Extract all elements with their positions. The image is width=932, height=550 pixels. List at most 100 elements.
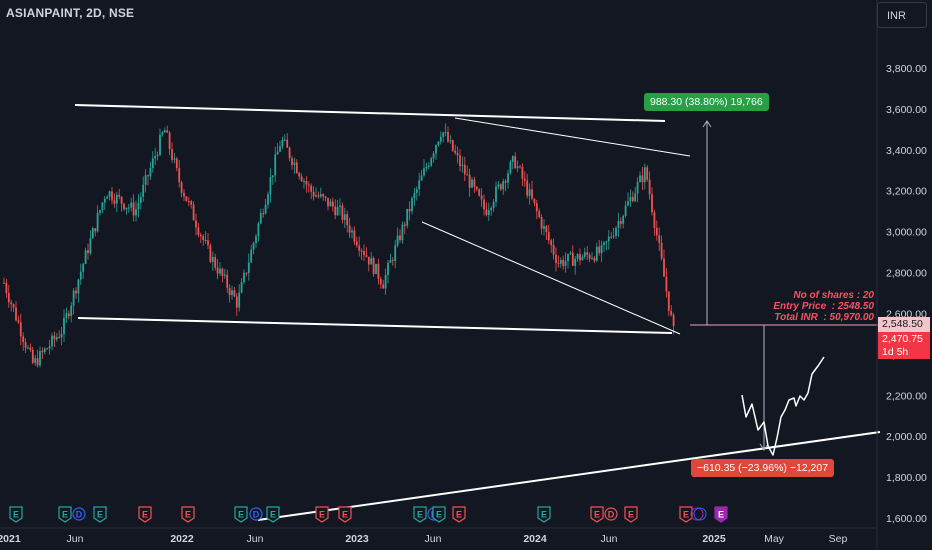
- candle-body: [509, 161, 512, 174]
- earnings-marker[interactable]: E: [338, 506, 352, 523]
- projection-path[interactable]: [741, 356, 825, 456]
- dividend-marker[interactable]: D: [72, 507, 86, 521]
- lower-inner-trendline[interactable]: [421, 221, 681, 335]
- misc-event-icon[interactable]: [693, 507, 707, 521]
- candle-body: [228, 287, 231, 296]
- upper-inner-trendline[interactable]: [454, 117, 691, 157]
- candle-body: [132, 202, 135, 216]
- candle-body: [22, 336, 25, 343]
- earnings-marker[interactable]: E: [138, 506, 152, 523]
- earnings-marker[interactable]: E: [58, 506, 72, 523]
- svg-text:E: E: [238, 510, 244, 520]
- candle-body: [567, 253, 569, 262]
- currency-selector[interactable]: INR: [877, 2, 927, 28]
- stop-arrow-head: [759, 443, 769, 451]
- candle-body: [223, 274, 226, 276]
- candle-body: [315, 195, 317, 197]
- candle-body: [487, 210, 490, 215]
- earnings-marker[interactable]: E: [93, 506, 107, 523]
- candle-body: [622, 215, 625, 224]
- trendline-drawings[interactable]: [74, 104, 881, 521]
- candle-body: [665, 276, 668, 292]
- candle-body: [389, 260, 392, 263]
- earnings-marker[interactable]: E: [537, 506, 551, 523]
- target-label[interactable]: 988.30 (38.80%) 19,766: [644, 93, 769, 111]
- earnings-marker[interactable]: E: [679, 506, 693, 523]
- candle-body: [327, 197, 329, 207]
- candle-body: [185, 196, 188, 202]
- earnings-marker[interactable]: E: [234, 506, 248, 523]
- candle-body: [34, 358, 37, 363]
- earnings-marker[interactable]: E: [452, 506, 466, 523]
- event-markers[interactable]: EEDEEEEDEEEEDEEEEDEEE: [9, 506, 728, 523]
- candle-body: [259, 213, 262, 224]
- candle-body: [612, 235, 615, 237]
- entry-price-tag: 2,548.50: [878, 317, 930, 332]
- earnings-marker[interactable]: E: [590, 506, 604, 523]
- candle-body: [634, 193, 637, 202]
- candle-body: [137, 202, 140, 210]
- candle-body: [339, 205, 341, 208]
- candle-body: [478, 189, 481, 196]
- dividend-marker[interactable]: D: [604, 507, 618, 521]
- svg-text:E: E: [62, 510, 68, 520]
- svg-text:D: D: [76, 510, 83, 520]
- candle-body: [82, 263, 85, 272]
- earnings-marker[interactable]: E: [9, 506, 23, 523]
- candle-body: [295, 162, 298, 174]
- symbol-title[interactable]: ASIANPAINT, 2D, NSE: [6, 6, 135, 20]
- earnings-marker[interactable]: E: [624, 506, 638, 523]
- candle-body: [303, 181, 305, 183]
- candle-body: [432, 153, 435, 159]
- earnings-marker[interactable]: E: [714, 506, 728, 523]
- axes: [0, 0, 878, 550]
- candle-body: [490, 207, 493, 211]
- candle-body: [367, 256, 370, 265]
- candle-body: [447, 132, 449, 142]
- shares-label: No of shares : 20: [793, 290, 874, 301]
- candle-body: [629, 196, 632, 202]
- candle-body: [533, 198, 536, 204]
- candle-body: [607, 236, 610, 242]
- candle-body: [600, 245, 603, 254]
- y-tick-label: 2,800.00: [886, 268, 927, 280]
- candle-body: [312, 191, 315, 197]
- candle-body: [382, 284, 385, 289]
- earnings-marker[interactable]: E: [315, 506, 329, 523]
- candle-body: [598, 246, 601, 254]
- candle-body: [425, 166, 428, 169]
- candle-body: [89, 238, 92, 254]
- candle-body: [255, 236, 257, 243]
- candle-body: [615, 227, 617, 236]
- candle-body: [418, 180, 421, 190]
- candle-body: [552, 245, 555, 255]
- lower-channel-line[interactable]: [77, 317, 673, 334]
- candle-body: [624, 205, 627, 216]
- dividend-marker[interactable]: D: [249, 507, 263, 521]
- candle-body: [655, 227, 658, 236]
- candle-body: [173, 158, 176, 160]
- candle-body: [209, 245, 212, 262]
- earnings-marker[interactable]: E: [432, 506, 446, 523]
- candle-body: [159, 134, 161, 155]
- misc-event-icon[interactable]: [690, 507, 704, 521]
- candle-body: [581, 256, 584, 261]
- candle-body: [492, 201, 495, 208]
- candle-body: [399, 235, 401, 241]
- candle-body: [12, 304, 15, 308]
- long-term-support-line[interactable]: [257, 431, 881, 521]
- earnings-marker[interactable]: E: [266, 506, 280, 523]
- candle-body: [528, 189, 531, 196]
- upper-channel-line[interactable]: [74, 104, 666, 122]
- earnings-marker[interactable]: E: [413, 506, 427, 523]
- entry-price-label: Entry Price : 2548.50: [773, 301, 874, 312]
- earnings-marker[interactable]: E: [181, 506, 195, 523]
- candle-body: [387, 262, 389, 276]
- candle-body: [461, 164, 464, 167]
- candle-body: [646, 167, 649, 180]
- stop-label[interactable]: −610.35 (−23.96%) −12,207: [691, 459, 835, 477]
- candle-body: [118, 194, 121, 197]
- candle-body: [257, 223, 260, 237]
- candle-body: [504, 181, 507, 183]
